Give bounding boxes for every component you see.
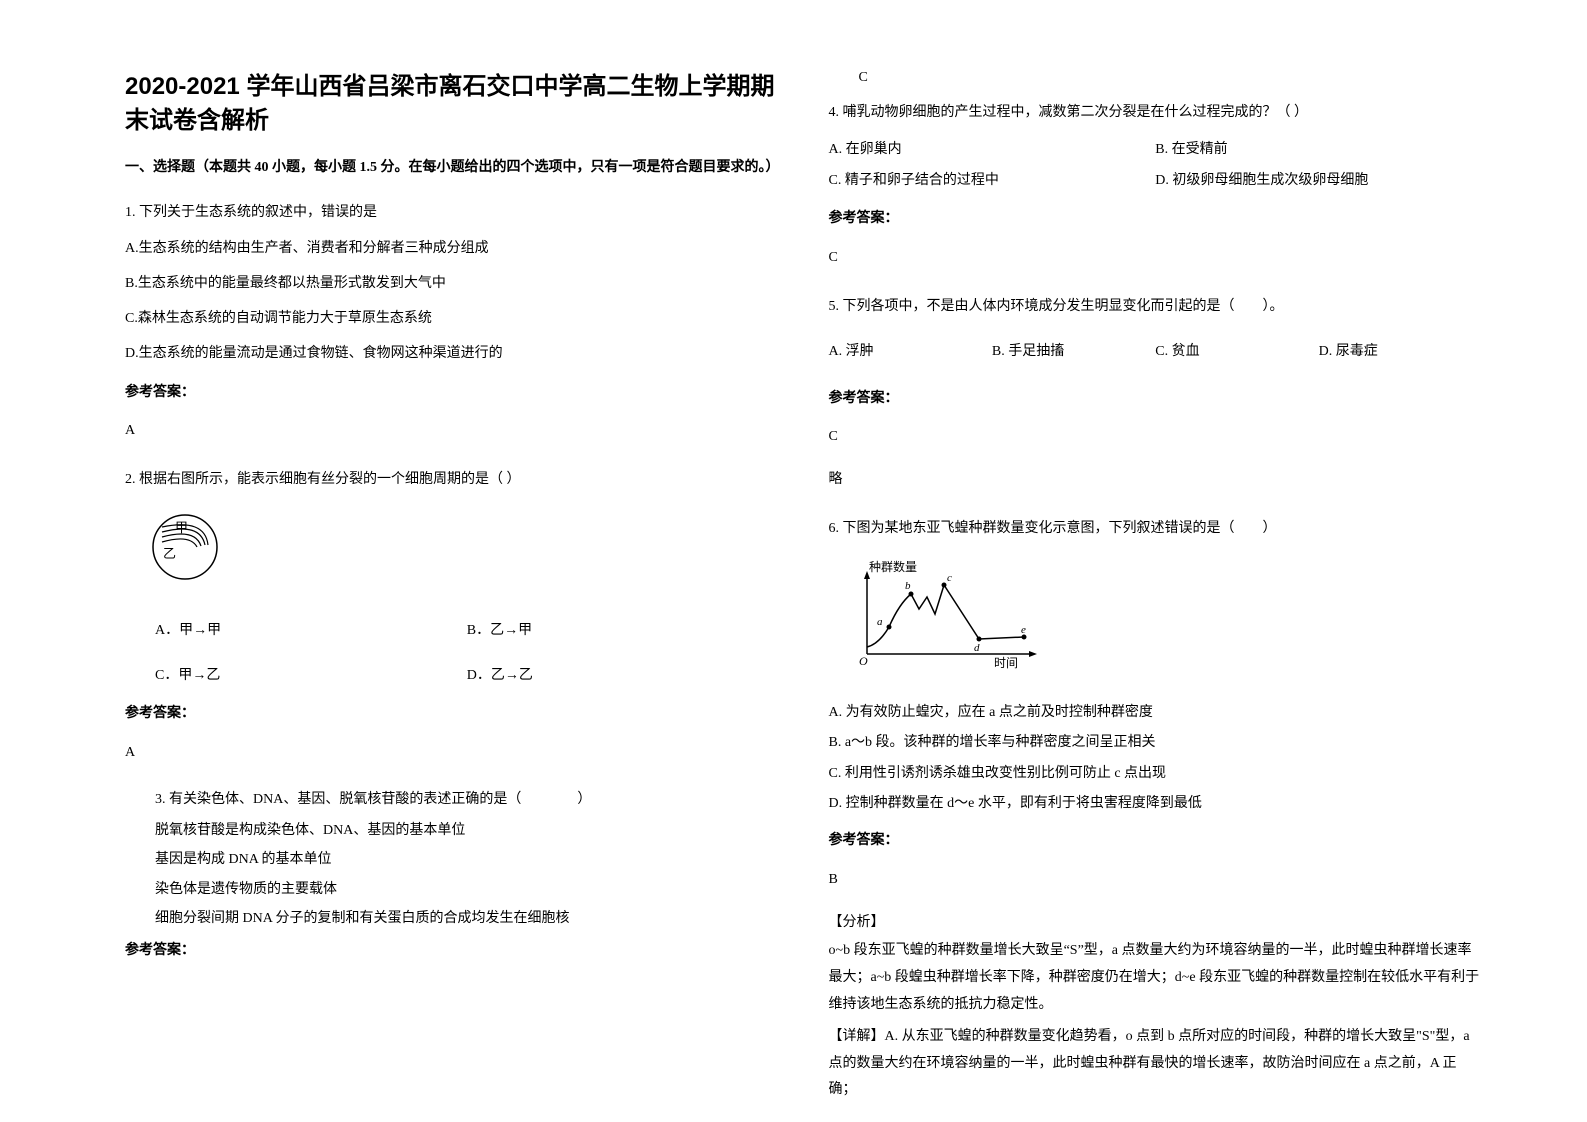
right-column: C 4. 哺乳动物卵细胞的产生过程中，减数第二次分裂是在什么过程完成的？（ ） … (804, 70, 1508, 1092)
q6-chart: 种群数量 O 时间 a b c d e (849, 559, 1483, 682)
q2-opts-row2: C．甲→乙 D．乙→乙 (125, 661, 779, 692)
chart-pt-d: d (974, 642, 980, 654)
chart-xlabel: 时间 (994, 656, 1018, 669)
cell-cycle-icon: 甲 乙 (145, 510, 225, 585)
q6-analysis: o~b 段东亚飞蝗的种群数量增长大致呈“S”型，a 点数量大约为环境容纳量的一半… (829, 938, 1483, 1018)
question-2: 2. 根据右图所示，能表示细胞有丝分裂的一个细胞周期的是（ ） 甲 乙 A．甲→… (125, 465, 779, 769)
population-chart-icon: 种群数量 O 时间 a b c d e (849, 559, 1049, 669)
q2-opts-row1: A．甲→甲 B．乙→甲 (125, 616, 779, 647)
answer-label: 参考答案： (125, 699, 779, 730)
q4-opts-row1: A. 在卵巢内 B. 在受精前 (829, 135, 1483, 166)
answer-label: 参考答案： (829, 384, 1483, 415)
q6-answer: B (829, 865, 1483, 896)
question-4: 4. 哺乳动物卵细胞的产生过程中，减数第二次分裂是在什么过程完成的？（ ） A.… (829, 98, 1483, 274)
answer-label: 参考答案： (829, 826, 1483, 857)
q1-opt-c: C.森林生态系统的自动调节能力大于草原生态系统 (125, 304, 779, 335)
q2-answer: A (125, 738, 779, 769)
q3-opt-c: 染色体是遗传物质的主要载体 (155, 877, 779, 902)
chart-ylabel: 种群数量 (869, 559, 917, 574)
q5-opt-d: D. 尿毒症 (1319, 337, 1482, 368)
q5-opt-a: A. 浮肿 (829, 337, 992, 368)
q2-opt-c: C．甲→乙 (155, 661, 467, 692)
chart-origin: O (859, 654, 868, 668)
q5-opt-b: B. 手足抽搐 (992, 337, 1155, 368)
q1-opt-a: A.生态系统的结构由生产者、消费者和分解者三种成分组成 (125, 234, 779, 265)
q6-detail-text: A. 从东亚飞蝗的种群数量变化趋势看，o 点到 b 点所对应的时间段，种群的增长… (829, 1029, 1470, 1097)
exam-title: 2020-2021 学年山西省吕梁市离石交口中学高二生物上学期期末试卷含解析 (125, 70, 779, 137)
q6-opt-d: D. 控制种群数量在 d～e 水平，即有利于将虫害程度降到最低 (829, 791, 1483, 818)
section-1-header: 一、选择题（本题共 40 小题，每小题 1.5 分。在每小题给出的四个选项中，只… (125, 157, 779, 179)
q2-stem: 2. 根据右图所示，能表示细胞有丝分裂的一个细胞周期的是（ ） (125, 465, 779, 496)
q3-opt-d: 细胞分裂间期 DNA 分子的复制和有关蛋白质的合成均发生在细胞核 (155, 906, 779, 931)
answer-label: 参考答案： (125, 378, 779, 409)
q4-opt-a: A. 在卵巢内 (829, 135, 1156, 166)
chart-pt-e: e (1021, 624, 1026, 636)
q3-opt-a: 脱氧核苷酸是构成染色体、DNA、基因的基本单位 (155, 818, 779, 843)
chart-pt-c: c (947, 572, 952, 584)
q1-answer: A (125, 416, 779, 447)
chart-pt-a: a (877, 616, 883, 628)
q2-opt-d: D．乙→乙 (467, 661, 779, 692)
q4-answer: C (829, 243, 1483, 274)
q4-opt-b: B. 在受精前 (1155, 135, 1482, 166)
q2-opt-b: B．乙→甲 (467, 616, 779, 647)
q1-stem: 1. 下列关于生态系统的叙述中，错误的是 (125, 198, 779, 229)
q3-stem: 3. 有关染色体、DNA、基因、脱氧核苷酸的表述正确的是（ ） (155, 787, 779, 812)
q6-opt-a: A. 为有效防止蝗灾，应在 a 点之前及时控制种群密度 (829, 700, 1483, 727)
chart-pt-b: b (905, 580, 911, 592)
question-6: 6. 下图为某地东亚飞蝗种群数量变化示意图，下列叙述错误的是（ ） 种群数量 O… (829, 514, 1483, 1104)
q5-opt-c: C. 贫血 (1155, 337, 1318, 368)
diagram-label-bottom: 乙 (163, 546, 176, 561)
diagram-label-top: 甲 (175, 520, 188, 535)
q5-stem: 5. 下列各项中，不是由人体内环境成分发生明显变化而引起的是（ ）。 (829, 292, 1483, 323)
analysis-label: 【分析】 (829, 908, 1483, 939)
q5-answer: C (829, 422, 1483, 453)
answer-label: 参考答案： (125, 939, 779, 959)
q4-opt-c: C. 精子和卵子结合的过程中 (829, 166, 1156, 197)
q1-opt-b: B.生态系统中的能量最终都以热量形式散发到大气中 (125, 269, 779, 300)
q4-stem: 4. 哺乳动物卵细胞的产生过程中，减数第二次分裂是在什么过程完成的？（ ） (829, 98, 1483, 129)
question-1: 1. 下列关于生态系统的叙述中，错误的是 A.生态系统的结构由生产者、消费者和分… (125, 198, 779, 448)
detail-label: 【详解】 (829, 1029, 885, 1044)
q6-opt-c: C. 利用性引诱剂诱杀雄虫改变性别比例可防止 c 点出现 (829, 761, 1483, 788)
question-5: 5. 下列各项中，不是由人体内环境成分发生明显变化而引起的是（ ）。 A. 浮肿… (829, 292, 1483, 496)
q1-opt-d: D.生态系统的能量流动是通过食物链、食物网这种渠道进行的 (125, 339, 779, 370)
q5-note: 略 (829, 465, 1483, 496)
answer-label: 参考答案： (829, 204, 1483, 235)
q5-opts: A. 浮肿 B. 手足抽搐 C. 贫血 D. 尿毒症 (829, 337, 1483, 368)
question-3: 3. 有关染色体、DNA、基因、脱氧核苷酸的表述正确的是（ ） 脱氧核苷酸是构成… (125, 787, 779, 931)
q6-opt-b: B. a～b 段。该种群的增长率与种群密度之间呈正相关 (829, 730, 1483, 757)
q3-answer: C (829, 70, 1483, 86)
q2-opt-a: A．甲→甲 (155, 616, 467, 647)
q2-diagram: 甲 乙 (145, 510, 779, 598)
q4-opt-d: D. 初级卵母细胞生成次级卵母细胞 (1155, 166, 1482, 197)
q4-opts-row2: C. 精子和卵子结合的过程中 D. 初级卵母细胞生成次级卵母细胞 (829, 166, 1483, 197)
q6-stem: 6. 下图为某地东亚飞蝗种群数量变化示意图，下列叙述错误的是（ ） (829, 514, 1483, 545)
q6-detail: 【详解】A. 从东亚飞蝗的种群数量变化趋势看，o 点到 b 点所对应的时间段，种… (829, 1024, 1483, 1104)
left-column: 2020-2021 学年山西省吕梁市离石交口中学高二生物上学期期末试卷含解析 一… (100, 70, 804, 1092)
q3-opt-b: 基因是构成 DNA 的基本单位 (155, 847, 779, 872)
